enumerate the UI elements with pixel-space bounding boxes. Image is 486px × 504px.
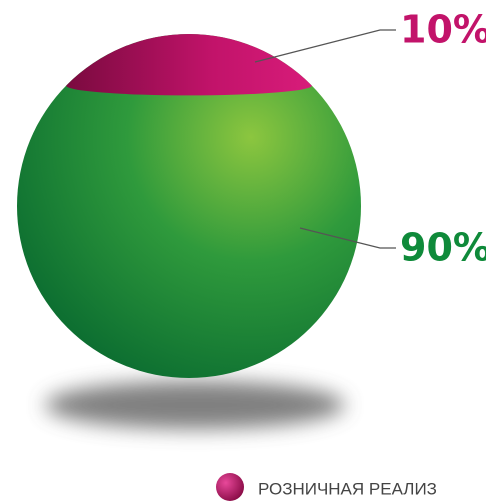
legend-marker xyxy=(216,473,244,501)
shadow xyxy=(45,381,345,429)
leader-line xyxy=(254,29,396,63)
sphere-cap xyxy=(66,34,312,96)
value-label: 10% xyxy=(400,8,486,52)
leader-line xyxy=(299,227,396,249)
value-label: 90% xyxy=(400,226,486,270)
sphere-segment xyxy=(17,34,361,378)
legend-label: РОЗНИЧНАЯ РЕАЛИЗ xyxy=(258,479,437,498)
